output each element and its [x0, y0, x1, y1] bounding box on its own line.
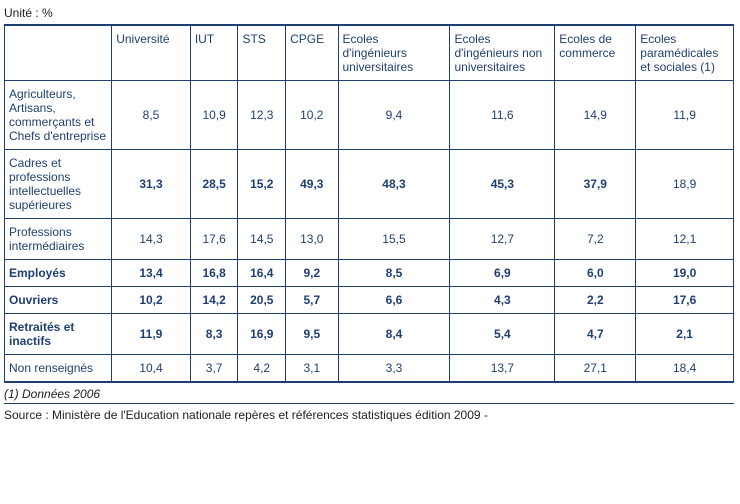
cell: 12,3 — [238, 81, 286, 150]
cell: 16,9 — [238, 314, 286, 355]
cell: 28,5 — [190, 150, 238, 219]
row-label: Employés — [5, 260, 112, 287]
cell: 45,3 — [450, 150, 555, 219]
cell: 20,5 — [238, 287, 286, 314]
cell: 8,5 — [112, 81, 191, 150]
cell: 14,9 — [555, 81, 636, 150]
col-header: IUT — [190, 26, 238, 81]
col-header: Université — [112, 26, 191, 81]
col-header: CPGE — [286, 26, 338, 81]
cell: 19,0 — [636, 260, 734, 287]
cell: 5,7 — [286, 287, 338, 314]
cell: 49,3 — [286, 150, 338, 219]
table-row: Ouvriers10,214,220,55,76,64,32,217,6 — [5, 287, 734, 314]
table-row: Professions intermédiaires14,317,614,513… — [5, 219, 734, 260]
cell: 17,6 — [636, 287, 734, 314]
row-label: Ouvriers — [5, 287, 112, 314]
data-table: Université IUT STS CPGE Ecoles d'ingénie… — [4, 25, 734, 382]
cell: 6,0 — [555, 260, 636, 287]
cell: 5,4 — [450, 314, 555, 355]
cell: 9,5 — [286, 314, 338, 355]
cell: 27,1 — [555, 355, 636, 382]
cell: 2,1 — [636, 314, 734, 355]
source-line: Source : Ministère de l'Education nation… — [4, 403, 734, 422]
cell: 9,2 — [286, 260, 338, 287]
footnote: (1) Données 2006 — [4, 382, 734, 401]
cell: 11,9 — [112, 314, 191, 355]
cell: 2,2 — [555, 287, 636, 314]
col-header: Ecoles d'ingénieurs universitaires — [338, 26, 450, 81]
cell: 4,3 — [450, 287, 555, 314]
cell: 10,4 — [112, 355, 191, 382]
cell: 3,7 — [190, 355, 238, 382]
col-header: Ecoles de commerce — [555, 26, 636, 81]
data-table-wrapper: Université IUT STS CPGE Ecoles d'ingénie… — [4, 24, 734, 382]
cell: 15,5 — [338, 219, 450, 260]
cell: 14,2 — [190, 287, 238, 314]
cell: 11,9 — [636, 81, 734, 150]
table-row: Employés13,416,816,49,28,56,96,019,0 — [5, 260, 734, 287]
cell: 12,7 — [450, 219, 555, 260]
col-header: Ecoles paramédicales et sociales (1) — [636, 26, 734, 81]
col-header — [5, 26, 112, 81]
table-row: Non renseignés10,43,74,23,13,313,727,118… — [5, 355, 734, 382]
row-label: Professions intermédiaires — [5, 219, 112, 260]
col-header: Ecoles d'ingénieurs non universitaires — [450, 26, 555, 81]
row-label: Non renseignés — [5, 355, 112, 382]
cell: 8,3 — [190, 314, 238, 355]
cell: 10,9 — [190, 81, 238, 150]
cell: 18,9 — [636, 150, 734, 219]
cell: 17,6 — [190, 219, 238, 260]
cell: 48,3 — [338, 150, 450, 219]
cell: 14,3 — [112, 219, 191, 260]
cell: 9,4 — [338, 81, 450, 150]
cell: 16,4 — [238, 260, 286, 287]
cell: 13,7 — [450, 355, 555, 382]
cell: 31,3 — [112, 150, 191, 219]
row-label: Cadres et professions intellectuelles su… — [5, 150, 112, 219]
cell: 15,2 — [238, 150, 286, 219]
col-header: STS — [238, 26, 286, 81]
table-row: Retraités et inactifs11,98,316,99,58,45,… — [5, 314, 734, 355]
cell: 13,0 — [286, 219, 338, 260]
cell: 10,2 — [112, 287, 191, 314]
cell: 4,7 — [555, 314, 636, 355]
row-label: Retraités et inactifs — [5, 314, 112, 355]
table-header-row: Université IUT STS CPGE Ecoles d'ingénie… — [5, 26, 734, 81]
cell: 10,2 — [286, 81, 338, 150]
cell: 16,8 — [190, 260, 238, 287]
cell: 14,5 — [238, 219, 286, 260]
cell: 12,1 — [636, 219, 734, 260]
table-row: Cadres et professions intellectuelles su… — [5, 150, 734, 219]
cell: 3,3 — [338, 355, 450, 382]
cell: 7,2 — [555, 219, 636, 260]
cell: 4,2 — [238, 355, 286, 382]
cell: 6,9 — [450, 260, 555, 287]
cell: 6,6 — [338, 287, 450, 314]
unit-line: Unité : % — [4, 4, 734, 24]
table-row: Agriculteurs, Artisans, commerçants et C… — [5, 81, 734, 150]
cell: 37,9 — [555, 150, 636, 219]
row-label: Agriculteurs, Artisans, commerçants et C… — [5, 81, 112, 150]
table-body: Agriculteurs, Artisans, commerçants et C… — [5, 81, 734, 382]
cell: 8,5 — [338, 260, 450, 287]
cell: 18,4 — [636, 355, 734, 382]
cell: 13,4 — [112, 260, 191, 287]
cell: 11,6 — [450, 81, 555, 150]
cell: 8,4 — [338, 314, 450, 355]
cell: 3,1 — [286, 355, 338, 382]
